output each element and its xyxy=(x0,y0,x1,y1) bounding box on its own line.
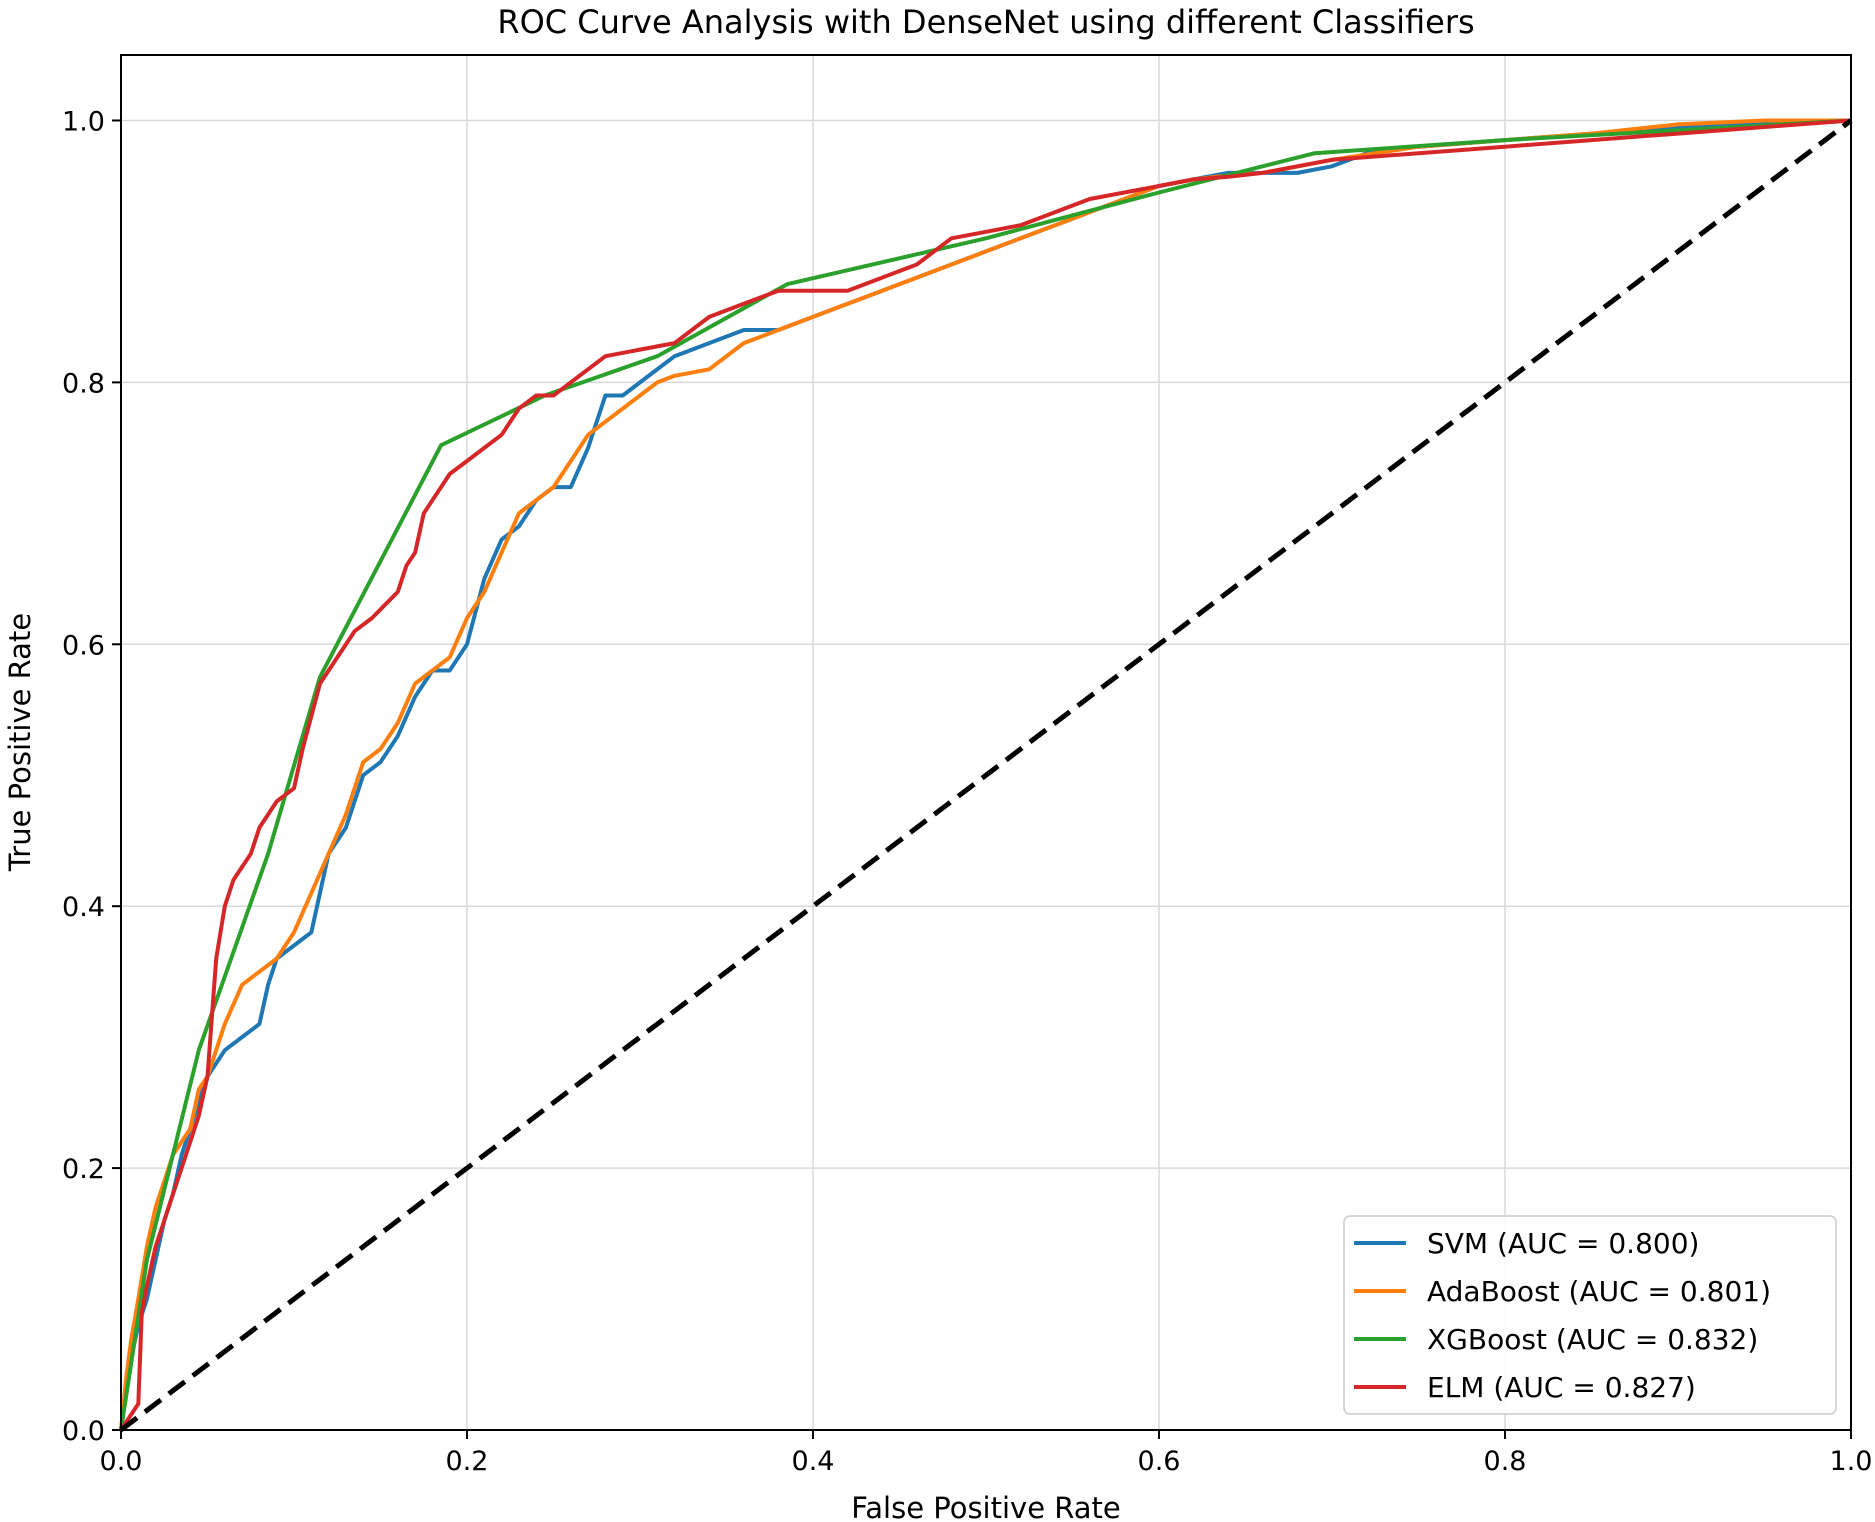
legend-label-svm: SVM (AUC = 0.800) xyxy=(1427,1227,1699,1260)
x-tick-label: 0.4 xyxy=(792,1446,835,1477)
y-tick-label: 1.0 xyxy=(62,106,105,137)
y-tick-label: 0.4 xyxy=(62,892,105,923)
legend-label-adaboost: AdaBoost (AUC = 0.801) xyxy=(1427,1275,1771,1308)
y-tick-label: 0.2 xyxy=(62,1154,105,1185)
y-axis: 0.0 0.2 0.4 0.6 0.8 1.0 xyxy=(62,106,121,1447)
x-tick-label: 0.6 xyxy=(1138,1446,1181,1477)
x-tick-label: 1.0 xyxy=(1830,1446,1873,1477)
chance-diagonal-line xyxy=(119,118,1853,1432)
legend-label-xgboost: XGBoost (AUC = 0.832) xyxy=(1427,1323,1758,1356)
y-axis-label: True Positive Rate xyxy=(3,613,37,872)
x-tick-label: 0.8 xyxy=(1484,1446,1527,1477)
series-line-adaboost xyxy=(119,118,1851,1431)
y-tick-label: 0.8 xyxy=(62,368,105,399)
chart-title: ROC Curve Analysis with DenseNet using d… xyxy=(497,3,1474,41)
legend: SVM (AUC = 0.800) AdaBoost (AUC = 0.801) X… xyxy=(1343,1215,1837,1415)
legend-label-elm: ELM (AUC = 0.827) xyxy=(1427,1371,1696,1404)
plot-frame xyxy=(120,54,1852,1431)
x-axis: 0.0 0.2 0.4 0.6 0.8 1.0 xyxy=(100,1430,1873,1477)
x-axis-label: False Positive Rate xyxy=(851,1491,1121,1522)
series-line-elm xyxy=(119,118,1852,1432)
x-tick-label: 0.0 xyxy=(100,1446,143,1477)
y-tick-label: 0.6 xyxy=(62,630,105,661)
y-tick-label: 0.0 xyxy=(62,1416,105,1447)
x-tick-label: 0.2 xyxy=(446,1446,489,1477)
legend-box xyxy=(1343,1215,1837,1415)
series-layer xyxy=(119,118,1853,1432)
